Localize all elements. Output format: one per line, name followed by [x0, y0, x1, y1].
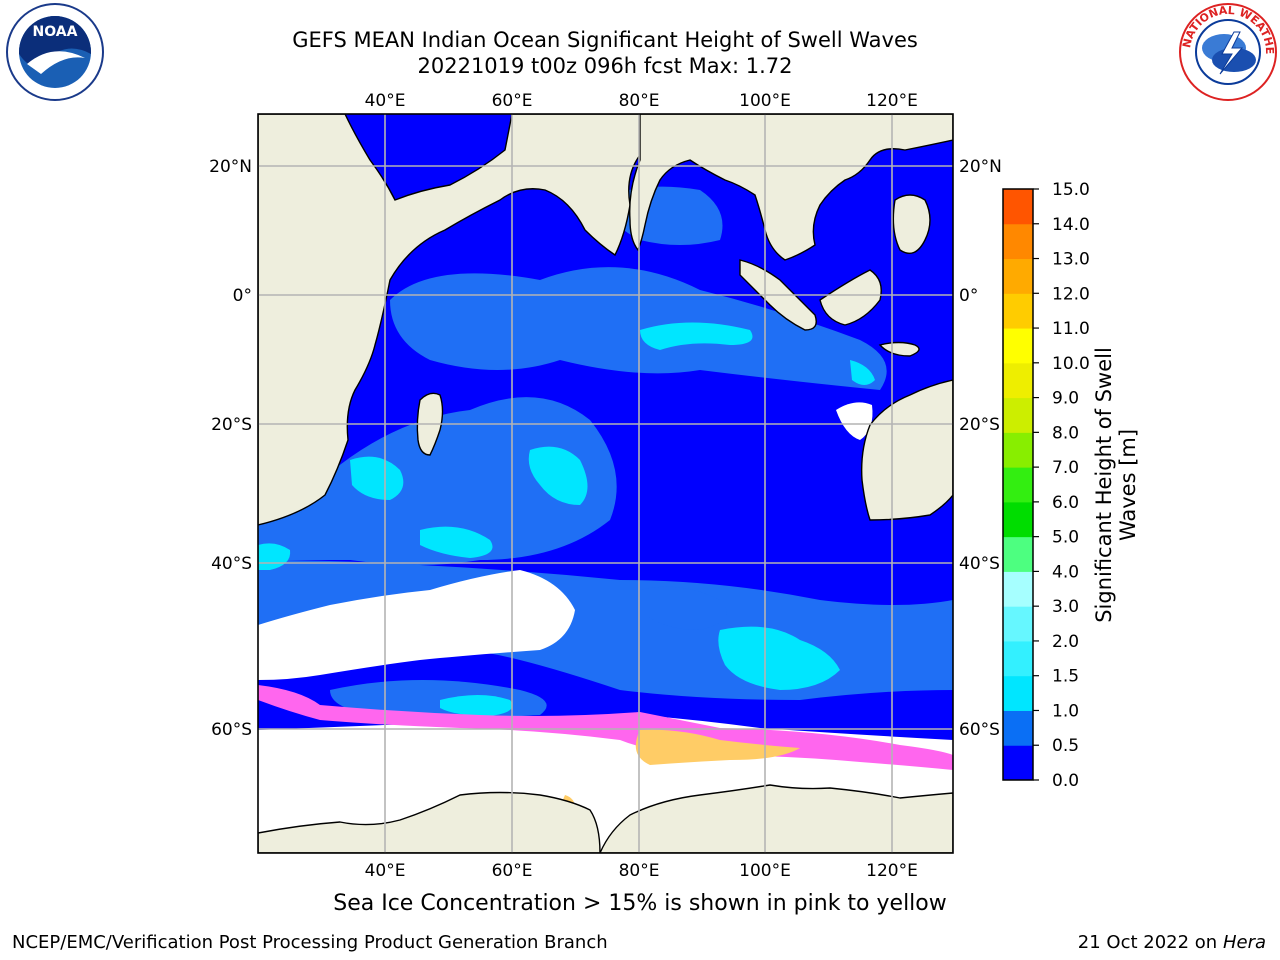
- lon-label-top: 60°E: [492, 91, 533, 111]
- colorbar-swatch: [1003, 536, 1033, 572]
- colorbar-tick-label: 15.0: [1052, 180, 1090, 200]
- colorbar-swatch: [1003, 223, 1033, 260]
- colorbar-tick-label: 5.0: [1052, 528, 1079, 548]
- colorbar-tick-label: 4.0: [1052, 562, 1079, 582]
- colorbar-swatch: [1003, 258, 1033, 294]
- map-frame: [257, 113, 954, 854]
- colorbar-swatch: [1003, 745, 1033, 781]
- colorbar-swatch: [1003, 293, 1033, 329]
- lon-label-top: 120°E: [866, 91, 918, 111]
- map-area: [258, 114, 953, 853]
- colorbar-tick-label: 13.0: [1052, 250, 1090, 270]
- colorbar-tick-label: 1.5: [1052, 667, 1079, 687]
- noaa-logo-text: NOAA: [33, 24, 78, 40]
- colorbar-tick-label: 9.0: [1052, 389, 1079, 409]
- lat-label-right: 40°S: [959, 554, 1000, 574]
- colorbar-tick-label: 7.0: [1052, 458, 1079, 478]
- colorbar-swatch: [1003, 328, 1033, 364]
- colorbar-swatch: [1003, 710, 1033, 746]
- colorbar-tick-label: 10.0: [1052, 354, 1090, 374]
- colorbar-swatch: [1003, 189, 1033, 225]
- footer-host: Hera: [1222, 932, 1266, 953]
- colorbar-swatch: [1003, 675, 1033, 711]
- lat-label-right: 0°: [959, 286, 978, 306]
- colorbar-label-line2: Waves [m]: [1116, 428, 1140, 542]
- colorbar-tick-label: 11.0: [1052, 319, 1090, 339]
- lon-label-bottom: 100°E: [739, 861, 791, 881]
- colorbar-swatch: [1003, 606, 1033, 642]
- colorbar-label-line1: Significant Height of Swell: [1092, 347, 1116, 623]
- lat-label-left: 0°: [233, 286, 252, 306]
- title-line-1: GEFS MEAN Indian Ocean Significant Heigh…: [292, 28, 918, 52]
- colorbar-tick-label: 14.0: [1052, 215, 1090, 235]
- colorbar-swatch: [1003, 501, 1033, 538]
- colorbar-swatch: [1003, 362, 1033, 399]
- lat-label-left: 40°S: [211, 554, 252, 574]
- colorbar-tick-label: 1.0: [1052, 701, 1079, 721]
- lon-label-top: 40°E: [365, 91, 406, 111]
- lat-label-left: 20°N: [209, 157, 252, 177]
- footer-date-text: 21 Oct 2022 on: [1077, 932, 1218, 953]
- colorbar-swatch: [1003, 432, 1033, 468]
- colorbar-swatch: [1003, 640, 1033, 677]
- colorbar-tick-label: 0.0: [1052, 771, 1079, 791]
- land-masses: [258, 114, 953, 853]
- colorbar-tick-label: 3.0: [1052, 597, 1079, 617]
- noaa-logo: NOAA: [6, 3, 104, 101]
- lon-label-bottom: 40°E: [365, 861, 406, 881]
- no-data-patch-east: [836, 402, 873, 440]
- no-data-region-west: [258, 570, 575, 680]
- lat-label-left: 60°S: [211, 720, 252, 740]
- sea-ice-caption: Sea Ice Concentration > 15% is shown in …: [333, 891, 947, 916]
- lat-label-right: 20°N: [959, 157, 1002, 177]
- footer-date: 21 Oct 2022 on Hera: [1078, 932, 1266, 953]
- longitude-labels: 40°E 60°E 80°E 100°E 120°E 40°E 60°E 80°…: [365, 91, 918, 881]
- gridlines: [258, 114, 953, 853]
- lon-label-top: 80°E: [619, 91, 660, 111]
- lat-label-right: 60°S: [959, 720, 1000, 740]
- lat-label-right: 20°S: [959, 415, 1000, 435]
- lon-label-top: 100°E: [739, 91, 791, 111]
- colorbar-swatch: [1003, 571, 1033, 607]
- colorbar-tick-label: 12.0: [1052, 284, 1090, 304]
- lat-label-left: 20°S: [211, 415, 252, 435]
- colorbar-tick-label: 0.5: [1052, 736, 1079, 756]
- colorbar-tick-label: 6.0: [1052, 493, 1079, 513]
- colorbar: 0.0 0.5 1.0 1.5 2.0 3.0 4.0 5.0 6.0 7.0 8.0 9.0 10.0…: [1002, 180, 1090, 791]
- colorbar-tick-label: 2.0: [1052, 632, 1079, 652]
- colorbar-tick-label: 8.0: [1052, 423, 1079, 443]
- colorbar-frame: [1002, 188, 1034, 781]
- lon-label-bottom: 80°E: [619, 861, 660, 881]
- footer-credit: NCEP/EMC/Verification Post Processing Pr…: [12, 932, 608, 953]
- title-line-2: 20221019 t00z 096h fcst Max: 1.72: [417, 54, 793, 78]
- latitude-labels: 20°N 0° 20°S 40°S 60°S 20°N 0° 20°S 40°S…: [209, 157, 1002, 740]
- colorbar-swatch: [1003, 397, 1033, 433]
- colorbar-swatch: [1003, 467, 1033, 503]
- nws-logo: NATIONAL WEATHER SERVICE: [1176, 2, 1277, 101]
- lon-label-bottom: 120°E: [866, 861, 918, 881]
- lon-label-bottom: 60°E: [492, 861, 533, 881]
